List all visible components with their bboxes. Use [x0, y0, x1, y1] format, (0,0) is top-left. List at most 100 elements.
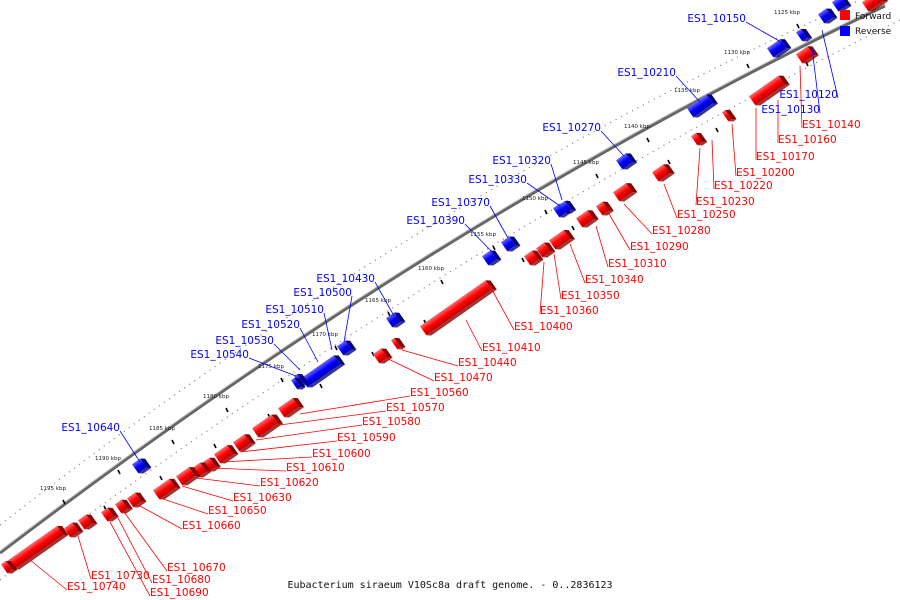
forward-gene-label[interactable]: ES1_10230: [696, 196, 755, 208]
forward-gene-label[interactable]: ES1_10280: [652, 225, 711, 237]
reverse-gene[interactable]: [500, 234, 521, 253]
reverse-gene[interactable]: [559, 199, 577, 216]
reverse-gene-label[interactable]: ES1_10530: [215, 335, 274, 347]
forward-gene[interactable]: [213, 443, 239, 466]
forward-gene-label[interactable]: ES1_10140: [802, 119, 861, 131]
forward-gene[interactable]: [0, 559, 18, 576]
leader-line: [464, 223, 495, 255]
forward-gene-label[interactable]: ES1_10580: [362, 416, 421, 428]
forward-gene-label[interactable]: ES1_10740: [67, 581, 126, 593]
reverse-gene-label[interactable]: ES1_10210: [617, 67, 676, 79]
forward-gene[interactable]: [126, 490, 147, 509]
reverse-gene[interactable]: [290, 376, 306, 392]
reverse-gene-label[interactable]: ES1_10330: [468, 174, 527, 186]
forward-gene[interactable]: [277, 396, 305, 420]
leader-line: [273, 343, 301, 371]
forward-gene-label[interactable]: ES1_10610: [286, 462, 345, 474]
reverse-gene[interactable]: [795, 27, 813, 44]
leader-line: [299, 327, 319, 363]
forward-gene-label[interactable]: ES1_10340: [585, 274, 644, 286]
reverse-gene[interactable]: [831, 0, 852, 14]
forward-gene[interactable]: [152, 477, 181, 502]
forward-gene[interactable]: [390, 336, 406, 352]
forward-gene-label[interactable]: ES1_10410: [482, 342, 541, 354]
forward-gene-label[interactable]: ES1_10470: [434, 372, 493, 384]
forward-gene-label[interactable]: ES1_10670: [167, 562, 226, 574]
forward-gene-label[interactable]: ES1_10220: [714, 180, 773, 192]
tick-mark: [62, 499, 66, 505]
reverse-gene[interactable]: [131, 456, 152, 475]
forward-gene[interactable]: [7, 524, 69, 572]
forward-gene-label[interactable]: ES1_10600: [312, 448, 371, 460]
reverse-gene-label[interactable]: ES1_10370: [431, 197, 490, 209]
leader-line: [663, 183, 678, 219]
reverse-gene-label[interactable]: ES1_10640: [61, 422, 120, 434]
forward-gene-label[interactable]: ES1_10560: [410, 387, 469, 399]
forward-gene[interactable]: [63, 520, 84, 539]
reverse-gene-label[interactable]: ES1_10510: [265, 304, 324, 316]
forward-gene-label[interactable]: ES1_10350: [561, 290, 620, 302]
forward-gene-label[interactable]: ES1_10200: [736, 167, 795, 179]
forward-gene-label[interactable]: ES1_10570: [386, 402, 445, 414]
forward-gene[interactable]: [861, 0, 889, 14]
forward-gene[interactable]: [175, 465, 201, 488]
forward-gene-label[interactable]: ES1_10620: [260, 477, 319, 489]
leader-line: [465, 319, 483, 352]
forward-gene-label[interactable]: ES1_10290: [630, 241, 689, 253]
forward-gene-label[interactable]: ES1_10660: [182, 520, 241, 532]
reverse-gene-label[interactable]: ES1_10500: [293, 287, 352, 299]
forward-gene-label[interactable]: ES1_10440: [458, 357, 517, 369]
forward-gene[interactable]: [651, 162, 675, 184]
reverse-gene-label[interactable]: ES1_10270: [542, 122, 601, 134]
forward-gene[interactable]: [251, 412, 283, 440]
reverse-gene-label[interactable]: ES1_10130: [761, 104, 820, 116]
forward-gene[interactable]: [232, 432, 256, 454]
reverse-gene[interactable]: [300, 353, 346, 390]
reverse-gene-label[interactable]: ES1_10390: [406, 215, 465, 227]
reverse-gene-label[interactable]: ES1_10150: [687, 13, 746, 25]
forward-gene[interactable]: [548, 228, 576, 252]
reverse-gene[interactable]: [336, 338, 357, 357]
forward-gene[interactable]: [77, 512, 98, 531]
reverse-gene[interactable]: [686, 92, 718, 120]
leader-line: [711, 139, 715, 190]
forward-gene-label[interactable]: ES1_10310: [608, 258, 667, 270]
forward-gene[interactable]: [100, 505, 119, 523]
reverse-gene-label[interactable]: ES1_10120: [779, 89, 838, 101]
forward-gene-label[interactable]: ES1_10360: [540, 305, 599, 317]
forward-gene-label[interactable]: ES1_10400: [514, 321, 573, 333]
forward-gene[interactable]: [575, 208, 599, 230]
forward-gene[interactable]: [721, 108, 737, 124]
leader-line: [595, 225, 609, 268]
forward-gene-label[interactable]: ES1_10160: [778, 134, 837, 146]
reverse-gene-label[interactable]: ES1_10540: [190, 349, 249, 361]
forward-gene[interactable]: [191, 460, 212, 479]
forward-gene[interactable]: [595, 199, 614, 217]
reverse-gene-label[interactable]: ES1_10430: [316, 273, 375, 285]
forward-gene[interactable]: [523, 248, 544, 267]
reverse-gene[interactable]: [766, 37, 792, 60]
forward-gene[interactable]: [535, 240, 556, 259]
forward-gene[interactable]: [690, 131, 708, 148]
legend-reverse-label: Reverse: [855, 27, 892, 37]
forward-gene-label[interactable]: ES1_10730: [91, 570, 150, 582]
forward-gene-label[interactable]: ES1_10590: [337, 432, 396, 444]
forward-gene-label[interactable]: ES1_10690: [150, 587, 209, 599]
leader-line: [109, 521, 151, 597]
forward-gene[interactable]: [612, 181, 638, 204]
leader-line: [209, 467, 287, 472]
reverse-gene-label[interactable]: ES1_10320: [492, 155, 551, 167]
reverse-gene[interactable]: [817, 6, 838, 25]
forward-gene[interactable]: [795, 44, 819, 66]
forward-gene-label[interactable]: ES1_10650: [208, 505, 267, 517]
forward-gene[interactable]: [419, 278, 497, 338]
reverse-gene[interactable]: [385, 310, 406, 329]
legend-forward-swatch: [840, 10, 850, 20]
reverse-gene-label[interactable]: ES1_10520: [241, 319, 300, 331]
forward-gene[interactable]: [748, 73, 790, 107]
forward-gene-label[interactable]: ES1_10250: [677, 209, 736, 221]
reverse-gene[interactable]: [615, 151, 638, 172]
forward-gene-label[interactable]: ES1_10170: [756, 151, 815, 163]
forward-gene-label[interactable]: ES1_10630: [233, 492, 292, 504]
forward-gene-label[interactable]: ES1_10680: [152, 574, 211, 586]
